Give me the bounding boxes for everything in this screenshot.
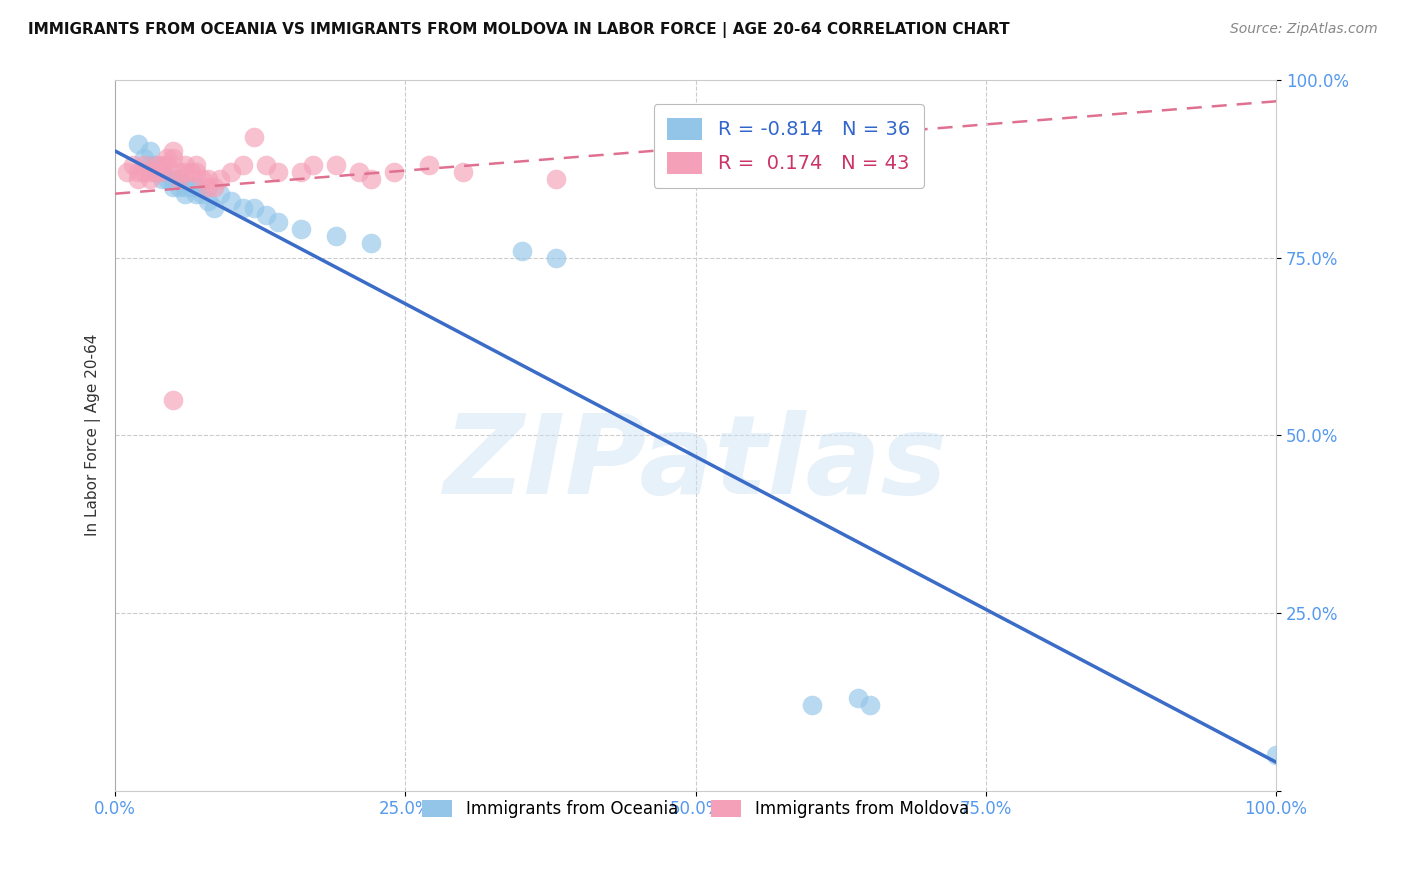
Point — [167, 172, 190, 186]
Point — [546, 172, 568, 186]
Point — [139, 165, 162, 179]
Point — [162, 144, 184, 158]
Point — [360, 236, 382, 251]
Point — [156, 151, 179, 165]
Point — [243, 201, 266, 215]
Point — [290, 165, 312, 179]
Point — [859, 698, 882, 713]
Point — [202, 201, 225, 215]
Point — [219, 194, 242, 208]
Point — [267, 215, 290, 229]
Point — [197, 172, 219, 186]
Point — [347, 165, 370, 179]
Point — [156, 158, 179, 172]
Point — [134, 158, 156, 172]
Point — [846, 691, 869, 706]
Point — [186, 186, 208, 201]
Point — [173, 158, 195, 172]
Point — [145, 158, 167, 172]
Point — [150, 172, 173, 186]
Point — [134, 165, 156, 179]
Point — [546, 251, 568, 265]
Point — [150, 158, 173, 172]
Point — [219, 165, 242, 179]
Point — [800, 698, 823, 713]
Point — [208, 172, 231, 186]
Point — [173, 186, 195, 201]
Point — [191, 172, 214, 186]
Y-axis label: In Labor Force | Age 20-64: In Labor Force | Age 20-64 — [86, 334, 101, 536]
Point — [162, 172, 184, 186]
Point — [202, 179, 225, 194]
Point — [186, 158, 208, 172]
Point — [1265, 747, 1288, 762]
Point — [325, 158, 347, 172]
Point — [180, 165, 202, 179]
Point — [290, 222, 312, 236]
Point — [360, 172, 382, 186]
Point — [162, 392, 184, 407]
Point — [150, 165, 173, 179]
Point — [173, 165, 195, 179]
Point — [197, 194, 219, 208]
Point — [232, 201, 254, 215]
Point — [156, 172, 179, 186]
Point — [382, 165, 405, 179]
Point — [325, 229, 347, 244]
Point — [139, 158, 162, 172]
Point — [127, 136, 149, 151]
Point — [134, 151, 156, 165]
Point — [167, 179, 190, 194]
Point — [208, 186, 231, 201]
Point — [139, 144, 162, 158]
Point — [145, 158, 167, 172]
Text: IMMIGRANTS FROM OCEANIA VS IMMIGRANTS FROM MOLDOVA IN LABOR FORCE | AGE 20-64 CO: IMMIGRANTS FROM OCEANIA VS IMMIGRANTS FR… — [28, 22, 1010, 38]
Point — [186, 179, 208, 194]
Point — [191, 186, 214, 201]
Text: ZIPatlas: ZIPatlas — [444, 410, 948, 517]
Point — [180, 179, 202, 194]
Point — [115, 165, 138, 179]
Point — [267, 165, 290, 179]
Point — [418, 158, 440, 172]
Point — [453, 165, 475, 179]
Point — [173, 179, 195, 194]
Point — [139, 172, 162, 186]
Point — [145, 165, 167, 179]
Point — [232, 158, 254, 172]
Point — [127, 172, 149, 186]
Point — [150, 165, 173, 179]
Text: Source: ZipAtlas.com: Source: ZipAtlas.com — [1230, 22, 1378, 37]
Point — [186, 165, 208, 179]
Point — [254, 208, 277, 222]
Point — [162, 179, 184, 194]
Legend: Immigrants from Oceania, Immigrants from Moldova: Immigrants from Oceania, Immigrants from… — [416, 793, 976, 825]
Point — [162, 151, 184, 165]
Point — [301, 158, 323, 172]
Point — [145, 165, 167, 179]
Point — [254, 158, 277, 172]
Point — [243, 129, 266, 144]
Point — [121, 158, 143, 172]
Point — [127, 165, 149, 179]
Point — [197, 179, 219, 194]
Point — [167, 172, 190, 186]
Point — [167, 165, 190, 179]
Point — [510, 244, 533, 258]
